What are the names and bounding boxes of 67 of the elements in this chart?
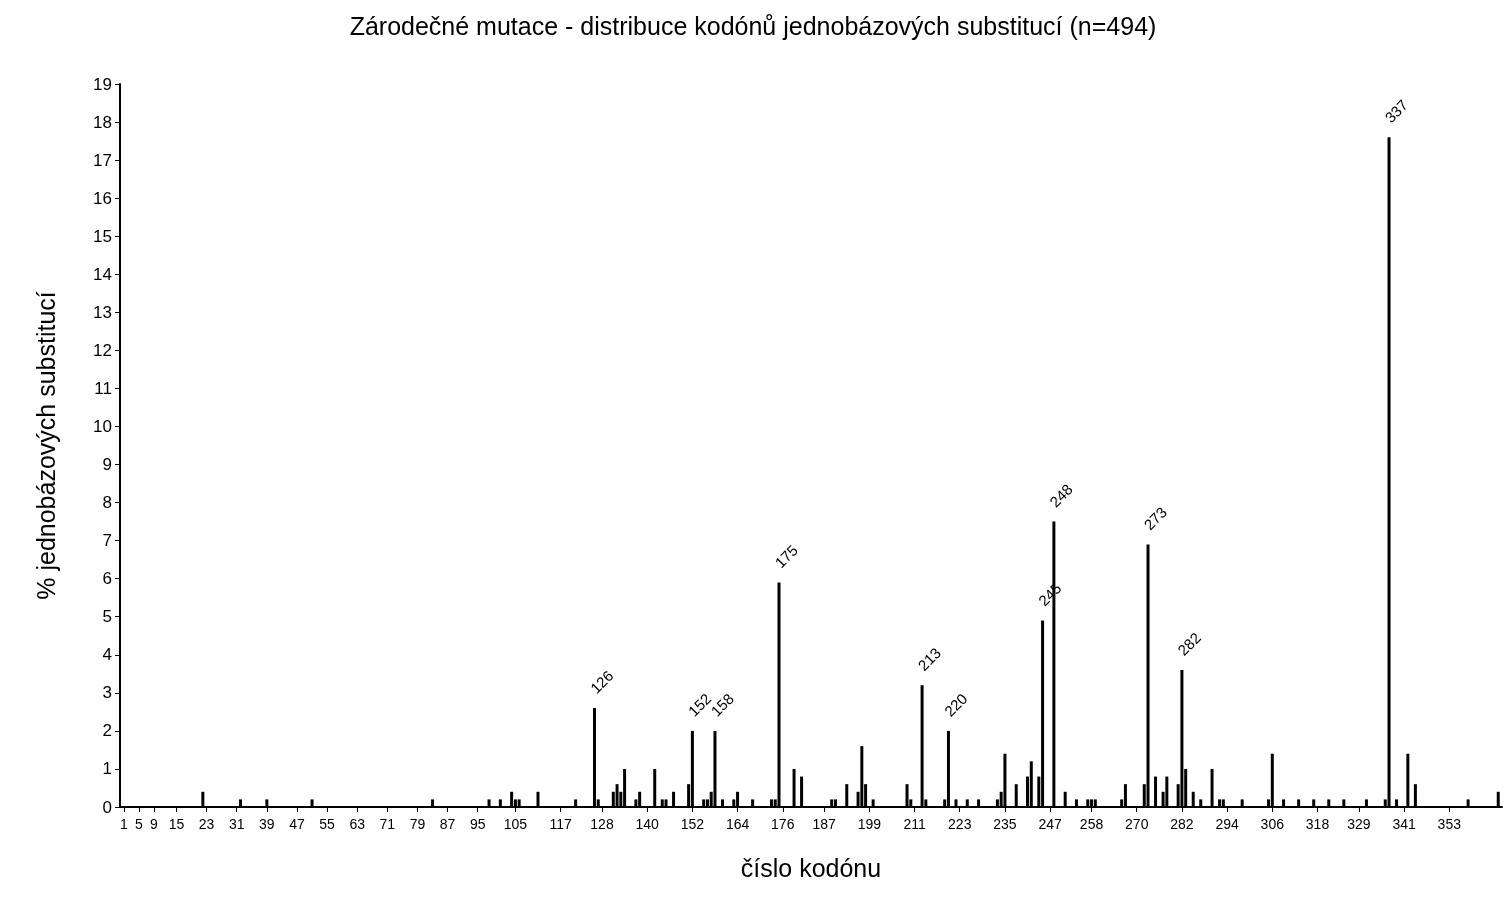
annotation: 282 [1174, 628, 1204, 659]
y-tick-label: 8 [102, 493, 112, 513]
x-tick-label: 140 [635, 816, 660, 832]
y-tick-label: 9 [102, 455, 112, 475]
x-tick-label: 39 [259, 816, 275, 832]
y-tick-label: 17 [93, 150, 112, 170]
x-tick-label: 235 [993, 816, 1017, 832]
x-tick-label: 211 [903, 816, 926, 832]
y-tick-label: 14 [93, 264, 112, 284]
x-tick-label: 55 [319, 816, 336, 832]
x-tick-label: 282 [1170, 816, 1194, 832]
x-tick-label: 176 [771, 816, 795, 832]
x-tick-label: 270 [1125, 816, 1149, 832]
annotation: 175 [771, 541, 801, 572]
x-tick-label: 199 [857, 816, 882, 832]
annotation: 248 [1046, 480, 1076, 511]
x-tick-label: 47 [289, 816, 305, 832]
x-tick-label: 117 [549, 816, 572, 832]
y-tick-label: 5 [102, 607, 112, 627]
x-tick-label: 164 [725, 816, 750, 832]
x-tick-label: 15 [168, 816, 185, 832]
y-tick-label: 2 [102, 721, 112, 741]
x-tick-label: 63 [349, 816, 366, 832]
annotation: 126 [586, 666, 617, 697]
annotation: 273 [1140, 503, 1171, 534]
x-tick-label: 187 [812, 816, 837, 832]
y-tick-label: 11 [94, 378, 112, 398]
x-axis-title: číslo kodónu [740, 853, 882, 882]
y-tick-label: 19 [93, 74, 112, 94]
y-tick-label: 18 [93, 112, 112, 132]
x-tick-label: 87 [439, 816, 456, 832]
y-tick-label: 4 [102, 645, 112, 665]
y-tick-label: 3 [102, 683, 112, 703]
y-tick-label: 10 [93, 416, 112, 436]
y-tick-label: 1 [102, 759, 112, 779]
x-tick-label: 105 [503, 816, 528, 832]
x-tick-label: 71 [379, 816, 396, 832]
x-tick-label: 247 [1038, 816, 1063, 832]
x-tick-label: 306 [1260, 816, 1285, 832]
x-tick-label: 258 [1079, 816, 1104, 832]
x-tick-label: 5 [134, 816, 143, 832]
annotation: 220 [940, 689, 971, 720]
x-tick-label: 9 [149, 816, 158, 832]
annotation: 213 [914, 644, 945, 674]
x-tick-label: 152 [680, 816, 705, 832]
y-tick-label: 6 [102, 569, 112, 589]
y-tick-label: 7 [102, 531, 112, 551]
x-tick-label: 1 [119, 816, 128, 832]
x-tick-label: 223 [948, 816, 972, 832]
y-axis-title: % jednobázových substitucí [31, 291, 60, 600]
x-tick-label: 79 [409, 816, 426, 832]
y-tick-label: 13 [93, 302, 112, 322]
chart-title: Zárodečné mutace - distribuce kodónů jednobázových substitucí (n=494) [349, 11, 1157, 40]
x-tick-label: 353 [1437, 816, 1462, 832]
x-tick-label: 31 [228, 816, 245, 832]
y-tick-label: 0 [102, 797, 112, 817]
x-tick-label: 329 [1347, 816, 1371, 832]
y-tick-label: 12 [93, 340, 112, 360]
x-tick-label: 128 [590, 816, 614, 832]
y-tick-label: 15 [93, 226, 112, 246]
x-tick-label: 318 [1305, 816, 1330, 832]
x-tick-label: 95 [469, 816, 486, 832]
x-tick-label: 341 [1392, 816, 1416, 832]
annotation: 337 [1381, 96, 1412, 126]
y-tick-label: 16 [93, 188, 112, 208]
x-tick-label: 23 [198, 816, 215, 832]
x-tick-label: 294 [1215, 816, 1239, 832]
